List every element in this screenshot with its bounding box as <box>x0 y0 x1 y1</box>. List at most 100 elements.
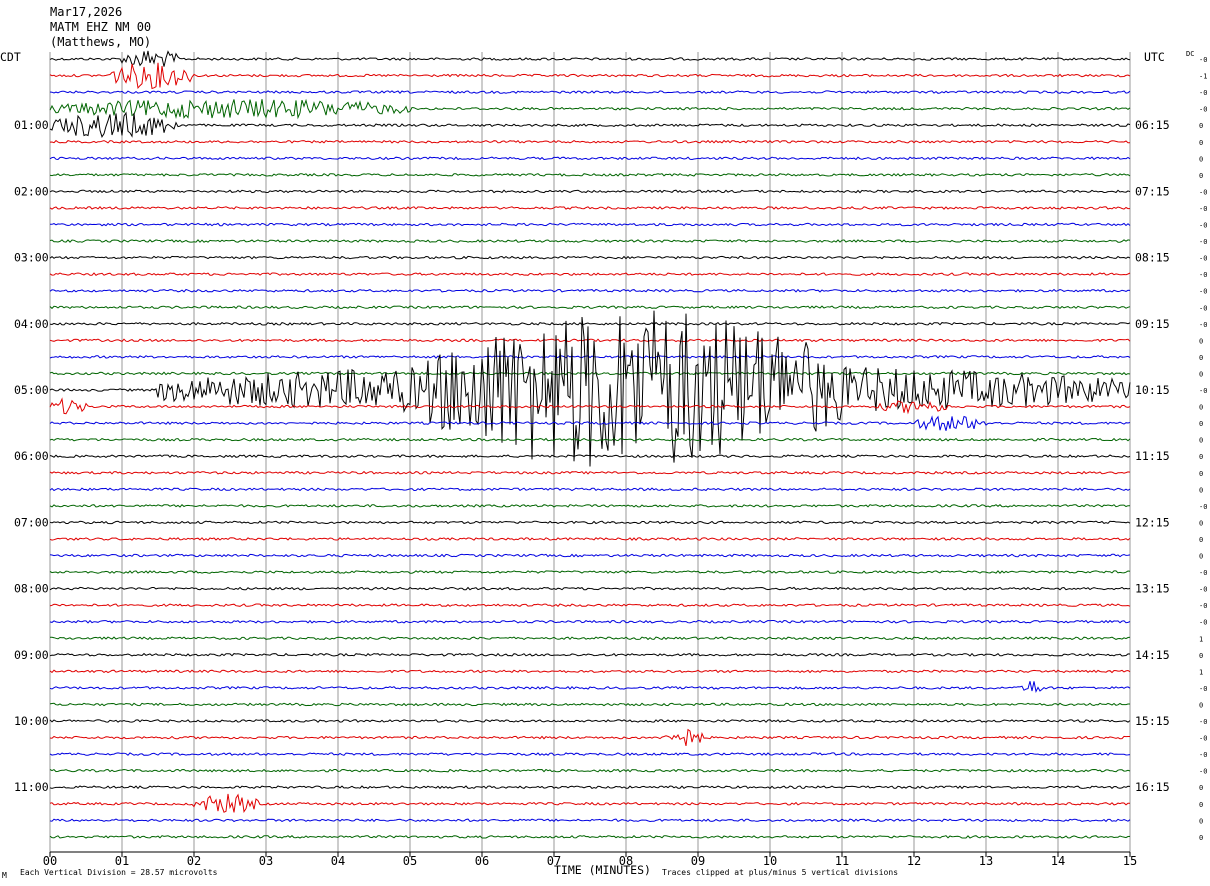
dc-offset-value: -0 <box>1199 238 1207 246</box>
dc-offset-value: 1 <box>1199 668 1203 676</box>
dc-offset-value: -0 <box>1199 89 1207 97</box>
dc-offset-value: 0 <box>1199 834 1203 842</box>
dc-offset-value: 0 <box>1199 486 1203 494</box>
dc-offset-value: -1 <box>1199 73 1207 81</box>
trace-line <box>49 520 1131 525</box>
dc-offset-value: -0 <box>1199 188 1207 196</box>
cdt-time-label: 09:00 <box>14 648 49 662</box>
utc-time-label: 06:15 <box>1135 118 1170 132</box>
dc-offset-value: -0 <box>1199 271 1207 279</box>
dc-offset-value: -0 <box>1199 321 1207 329</box>
dc-offset-value: 0 <box>1199 470 1203 478</box>
trace-line <box>49 272 1131 276</box>
trace-line <box>49 305 1131 310</box>
trace-line <box>49 636 1131 641</box>
cdt-time-label: 11:00 <box>14 780 49 794</box>
trace-line <box>49 454 1131 459</box>
left-timezone-label: CDT <box>0 50 21 64</box>
header-station: MATM EHZ NM 00 <box>50 20 151 34</box>
dc-offset-value: 0 <box>1199 155 1203 163</box>
utc-time-label: 15:15 <box>1135 714 1170 728</box>
trace-line <box>49 652 1131 657</box>
cdt-time-label: 08:00 <box>14 582 49 596</box>
trace-line <box>49 355 1131 359</box>
x-tick-label: 13 <box>979 854 993 868</box>
chart-header: Mar17,2026 MATM EHZ NM 00 (Matthews, MO) <box>50 5 151 49</box>
right-timezone-label: UTC <box>1144 50 1165 64</box>
trace-line <box>49 503 1131 508</box>
trace-line <box>49 835 1131 839</box>
dc-offset-value: -0 <box>1199 56 1207 64</box>
utc-time-label: 12:15 <box>1135 515 1170 529</box>
trace-line <box>49 173 1131 177</box>
cdt-time-label: 10:00 <box>14 714 49 728</box>
dc-offset-value: -0 <box>1199 222 1207 230</box>
x-tick-label: 09 <box>691 854 705 868</box>
trace-line <box>49 785 1131 790</box>
dc-offset-value: -0 <box>1199 751 1207 759</box>
cdt-time-label: 07:00 <box>14 515 49 529</box>
trace-line <box>49 719 1131 723</box>
dc-offset-value: 0 <box>1199 701 1203 709</box>
dc-offset-value: 0 <box>1199 519 1203 527</box>
dc-offset-value: -0 <box>1199 718 1207 726</box>
trace-line <box>49 586 1131 591</box>
cdt-time-label: 06:00 <box>14 449 49 463</box>
trace-line <box>49 156 1131 161</box>
trace-line <box>49 206 1130 210</box>
dc-offset-value: 0 <box>1199 420 1203 428</box>
x-tick-label: 04 <box>331 854 345 868</box>
dc-offset-value: -0 <box>1199 569 1207 577</box>
cdt-time-label: 03:00 <box>14 251 49 265</box>
trace-line <box>49 310 1131 467</box>
trace-line <box>49 702 1130 707</box>
utc-time-label: 08:15 <box>1135 251 1170 265</box>
utc-time-label: 13:15 <box>1135 582 1170 596</box>
x-axis-title: TIME (MINUTES) <box>554 863 651 877</box>
x-tick-label: 14 <box>1051 854 1065 868</box>
dc-offset-value: -0 <box>1199 288 1207 296</box>
dc-header-label: DC <box>1186 50 1194 58</box>
trace-line <box>49 752 1131 756</box>
dc-offset-value: 0 <box>1199 437 1203 445</box>
trace-line <box>49 537 1131 541</box>
x-tick-label: 02 <box>187 854 201 868</box>
x-tick-label: 01 <box>115 854 129 868</box>
dc-offset-value: 0 <box>1199 536 1203 544</box>
x-tick-label: 00 <box>43 854 57 868</box>
utc-time-label: 07:15 <box>1135 184 1170 198</box>
trace-line <box>49 139 1131 144</box>
trace-line <box>49 90 1131 94</box>
trace-line <box>49 62 1131 90</box>
dc-offset-value: -0 <box>1199 106 1207 114</box>
trace-line <box>49 728 1130 747</box>
dc-offset-value: 0 <box>1199 139 1203 147</box>
trace-line <box>49 415 1131 431</box>
x-tick-label: 06 <box>475 854 489 868</box>
dc-offset-value: -0 <box>1199 586 1207 594</box>
trace-line <box>49 288 1131 293</box>
dc-offset-labels: -0 -1 -0 -0 0 0 0 0 -0 -0 -0 -0 -0 -0 -0 -0 -0 0 0 0 -0 0 0 0 0 0… <box>1199 56 1207 842</box>
dc-offset-value: -0 <box>1199 602 1207 610</box>
vertical-gridlines <box>49 52 1131 852</box>
cdt-time-label: 05:00 <box>14 383 49 397</box>
cdt-time-label: 01:00 <box>14 118 49 132</box>
dc-offset-value: -0 <box>1199 205 1207 213</box>
utc-time-label: 14:15 <box>1135 648 1170 662</box>
clip-note: Traces clipped at plus/minus 5 vertical … <box>662 868 898 877</box>
trace-line <box>49 111 1131 138</box>
x-axis: 00 01 02 03 04 05 06 07 08 09 10 11 12 13 14 15 <box>43 851 1137 868</box>
trace-line <box>49 222 1131 227</box>
dc-offset-value: -0 <box>1199 387 1207 395</box>
trace-line <box>49 487 1131 492</box>
dc-offset-value: 0 <box>1199 652 1203 660</box>
dc-offset-value: 0 <box>1199 404 1203 412</box>
dc-offset-value: 0 <box>1199 553 1203 561</box>
dc-offset-value: 0 <box>1199 453 1203 461</box>
header-date: Mar17,2026 <box>50 5 122 19</box>
utc-time-label: 09:15 <box>1135 317 1170 331</box>
dc-offset-value: 0 <box>1199 122 1203 130</box>
dc-offset-value: -0 <box>1199 768 1207 776</box>
trace-line <box>49 239 1131 243</box>
